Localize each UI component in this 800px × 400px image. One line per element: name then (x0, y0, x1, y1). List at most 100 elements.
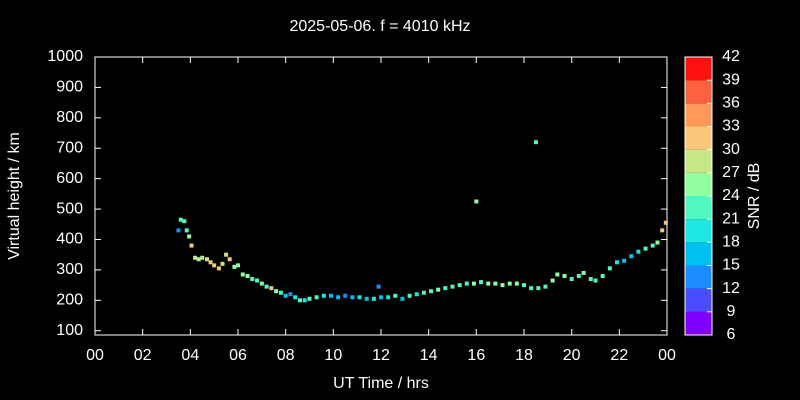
colorbar-tick-label: 33 (722, 118, 740, 135)
x-tick-label: 00 (86, 347, 104, 364)
data-point (486, 281, 491, 286)
data-point (307, 296, 312, 301)
colorbar-tick-label: 30 (722, 141, 740, 158)
data-point (269, 286, 274, 291)
data-point (357, 295, 362, 300)
data-point (205, 257, 210, 262)
data-point (421, 290, 426, 295)
x-tick-label: 20 (563, 347, 581, 364)
colorbar-tick-label: 42 (722, 48, 740, 65)
x-tick-label: 02 (134, 347, 152, 364)
data-point (479, 280, 484, 285)
x-tick-label: 00 (658, 347, 676, 364)
data-point (274, 289, 279, 294)
y-tick-label: 100 (56, 322, 83, 339)
data-point (443, 286, 448, 291)
data-point (474, 199, 479, 204)
colorbar-band (685, 172, 712, 196)
data-point (200, 255, 205, 260)
y-tick-label: 800 (56, 109, 83, 126)
data-point (614, 260, 619, 265)
data-point (196, 257, 201, 262)
chart-title: 2025-05-06. f = 4010 kHz (289, 18, 470, 35)
colorbar-tick-label: 12 (722, 280, 740, 297)
data-point (232, 264, 237, 269)
data-point (436, 287, 441, 292)
data-point (593, 278, 598, 283)
colorbar-band (685, 126, 712, 150)
data-point (543, 284, 548, 289)
data-point (663, 220, 668, 225)
data-point (588, 277, 593, 282)
data-point (288, 292, 293, 297)
colorbar-tick-label: 36 (722, 95, 740, 112)
colorbar-band (685, 80, 712, 104)
data-point (400, 296, 405, 301)
data-point (393, 293, 398, 298)
y-tick-label: 600 (56, 170, 83, 187)
data-point (464, 281, 469, 286)
colorbar-tick-label: 9 (727, 303, 736, 320)
data-point (569, 277, 574, 282)
x-tick-label: 12 (372, 347, 390, 364)
data-point (529, 286, 534, 291)
y-axis-label: Virtual height / km (6, 132, 23, 260)
data-point (536, 286, 541, 291)
data-point (522, 283, 526, 288)
x-tick-label: 16 (467, 347, 485, 364)
y-tick-label: 700 (56, 139, 83, 156)
colorbar-band (685, 265, 712, 289)
data-point (293, 295, 298, 300)
y-tick-label: 900 (56, 79, 83, 96)
data-point (176, 228, 181, 233)
data-point (636, 249, 641, 254)
x-axis-label: UT Time / hrs (333, 375, 429, 392)
x-tick-label: 22 (610, 347, 628, 364)
y-tick-label: 400 (56, 231, 83, 248)
x-tick-label: 08 (277, 347, 295, 364)
data-point (655, 240, 660, 245)
data-point (350, 295, 355, 300)
data-point (650, 243, 655, 248)
data-point (386, 295, 391, 300)
x-tick-label: 04 (181, 347, 199, 364)
data-point (429, 289, 434, 294)
data-point (550, 278, 555, 283)
data-point (376, 284, 381, 289)
data-point (364, 296, 369, 301)
data-point (178, 217, 183, 222)
data-point (184, 228, 189, 233)
colorbar-band (685, 103, 712, 127)
data-point (240, 272, 245, 277)
colorbar-tick-label: 18 (722, 234, 740, 251)
y-tick-label: 1000 (47, 48, 83, 65)
data-point (660, 228, 665, 233)
data-point (600, 273, 605, 278)
data-point (302, 298, 307, 303)
data-point (500, 283, 505, 288)
data-point (321, 293, 326, 298)
colorbar-tick-label: 27 (722, 164, 740, 181)
data-point (245, 273, 250, 278)
data-point (555, 272, 560, 277)
plot-frame (94, 56, 668, 336)
data-point (514, 281, 519, 286)
data-point (216, 266, 221, 271)
x-tick-label: 10 (324, 347, 342, 364)
data-point (328, 293, 333, 298)
colorbar-band (685, 219, 712, 243)
colorbar-label: SNR / dB (746, 163, 763, 230)
data-point (629, 254, 634, 259)
data-point (297, 298, 302, 303)
colorbar-band (685, 196, 712, 220)
data-point (224, 252, 229, 257)
data-point (343, 293, 348, 298)
data-point (379, 295, 383, 300)
data-point (264, 284, 269, 289)
data-point (255, 278, 260, 283)
data-point (278, 290, 283, 295)
data-point (236, 263, 240, 268)
colorbar-band (685, 242, 712, 266)
colorbar-band (685, 149, 712, 173)
x-tick-label: 18 (515, 347, 533, 364)
